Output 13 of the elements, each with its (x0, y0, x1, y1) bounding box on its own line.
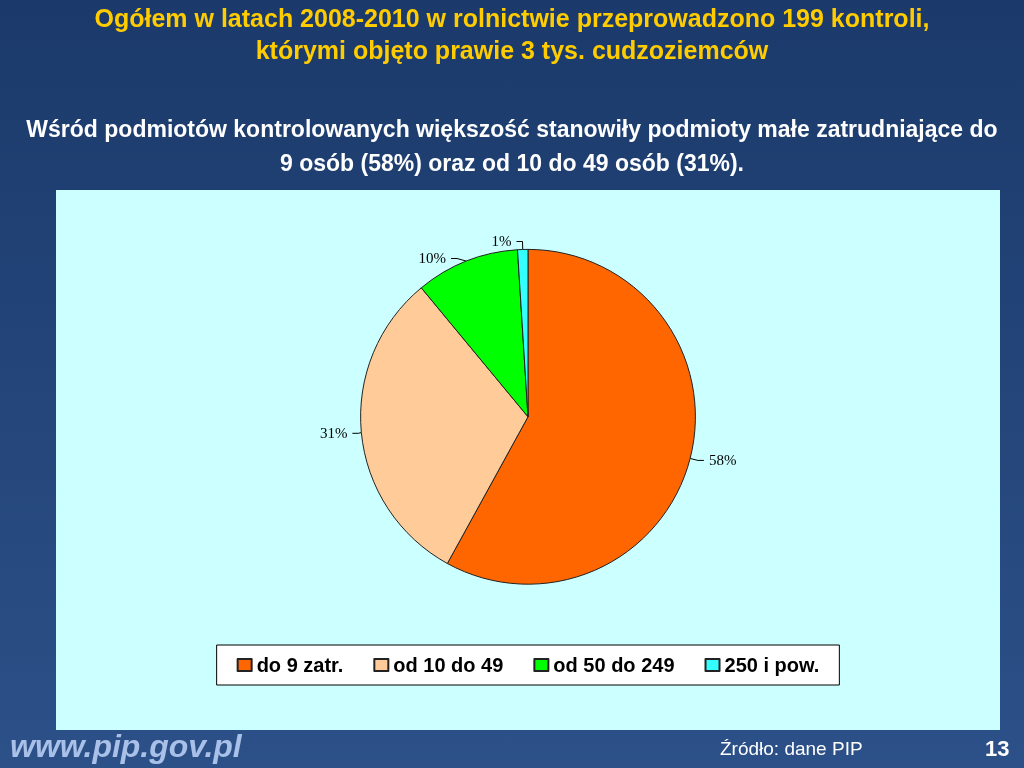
data-label: 58% (708, 452, 737, 469)
legend-label: od 50 do 249 (553, 654, 675, 676)
legend-label: od 10 do 49 (393, 654, 504, 676)
text: Źródło: dane PIP (720, 738, 863, 760)
data-label: 1% (491, 233, 512, 250)
legend-label: 250 i pow. (724, 654, 820, 676)
legend-label: do 9 zatr. (256, 654, 344, 676)
data-label: 31% (319, 425, 348, 442)
chart-title: Ogółem w latach 2008-2010 w rolnictwie przeprowadzono 199 kontroli, którymi objęto prawie 3 tys. cudzoziemców (93, 3, 931, 66)
data-label: 10% (418, 250, 447, 267)
text: 13 (985, 736, 1010, 762)
text: www.pip.gov.pl (10, 728, 242, 764)
chart-subtitle: Wśród podmiotów kontrolowanych większość stanowiły podmioty małe zatrudniające do 9 osób (58%) oraz od 10 do 49 osób (31%). (25, 115, 999, 178)
